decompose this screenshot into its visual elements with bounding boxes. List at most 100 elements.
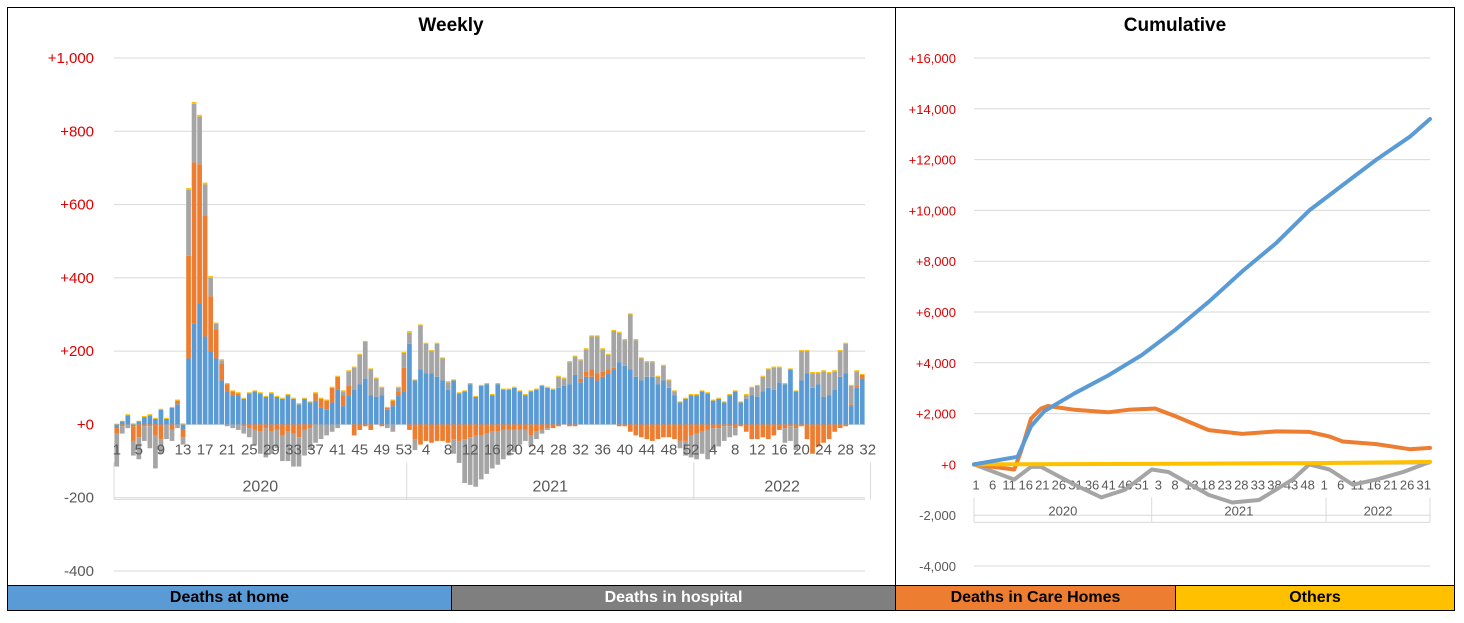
- weekly-bar-others: [346, 370, 352, 372]
- weekly-x-tick-label: 48: [661, 441, 678, 458]
- weekly-bar-care: [302, 424, 307, 430]
- weekly-bar-care: [445, 424, 451, 443]
- cumulative-y-tick-label: +16,000: [909, 51, 956, 66]
- weekly-bar-care: [622, 424, 628, 427]
- cumulative-x-tick-label: 21: [1383, 477, 1397, 492]
- weekly-bar-others: [440, 357, 445, 359]
- weekly-bar-home: [235, 395, 241, 425]
- weekly-bar-care: [556, 424, 561, 427]
- weekly-bar-hospital: [716, 428, 722, 447]
- weekly-x-tick-label: 24: [528, 441, 545, 458]
- weekly-bar-care: [799, 424, 804, 427]
- weekly-bar-hospital: [517, 429, 523, 445]
- weekly-bar-home: [246, 393, 252, 425]
- weekly-bar-hospital: [473, 435, 479, 487]
- weekly-bar-hospital: [429, 351, 434, 374]
- weekly-bar-hospital: [539, 429, 545, 434]
- weekly-bar-others: [528, 390, 534, 392]
- weekly-bar-home: [815, 384, 821, 425]
- weekly-bar-care: [683, 424, 688, 441]
- weekly-bar-hospital: [280, 435, 285, 462]
- weekly-bar-home: [418, 369, 423, 425]
- weekly-bar-home: [528, 391, 534, 425]
- weekly-bar-hospital: [837, 351, 843, 377]
- weekly-bar-home: [280, 398, 285, 425]
- weekly-bar-others: [296, 403, 302, 405]
- weekly-bar-care: [633, 424, 639, 436]
- weekly-x-tick-label: 29: [263, 441, 280, 458]
- weekly-bar-others: [832, 370, 837, 372]
- weekly-bar-others: [848, 384, 854, 386]
- weekly-bar-home: [197, 303, 202, 425]
- weekly-bar-care: [423, 424, 429, 441]
- weekly-bar-care: [346, 385, 352, 396]
- weekly-bar-home: [473, 396, 479, 425]
- weekly-bar-hospital: [340, 391, 346, 396]
- weekly-bar-care: [550, 424, 556, 429]
- weekly-x-tick-label: 36: [594, 441, 611, 458]
- weekly-bar-home: [412, 380, 418, 425]
- weekly-bar-others: [401, 351, 407, 353]
- weekly-bar-care: [760, 424, 766, 438]
- weekly-x-tick-label: 33: [285, 441, 302, 458]
- cumulative-x-tick-label: 26: [1400, 477, 1414, 492]
- weekly-bar-home: [639, 380, 644, 425]
- weekly-bar-hospital: [202, 184, 208, 216]
- weekly-x-tick-label: 28: [837, 441, 854, 458]
- weekly-bar-home: [567, 384, 572, 425]
- weekly-bar-others: [639, 357, 644, 359]
- weekly-bar-care: [362, 424, 368, 427]
- weekly-bar-home: [743, 398, 749, 425]
- weekly-bar-home: [324, 409, 329, 425]
- weekly-bar-home: [285, 395, 291, 425]
- weekly-bar-hospital: [175, 424, 180, 429]
- weekly-bar-hospital: [362, 341, 368, 379]
- weekly-bar-care: [694, 424, 699, 434]
- weekly-bar-home: [523, 395, 528, 425]
- weekly-bar-hospital: [655, 376, 661, 385]
- weekly-bar-others: [224, 383, 230, 385]
- weekly-bar-care: [594, 373, 600, 381]
- weekly-bar-care: [539, 424, 545, 430]
- weekly-bar-care: [235, 393, 241, 396]
- weekly-bar-others: [412, 379, 418, 381]
- weekly-bar-home: [335, 389, 340, 425]
- cumulative-x-tick-label: 11: [1002, 477, 1016, 492]
- weekly-bar-care: [732, 424, 738, 429]
- weekly-bar-care: [534, 424, 539, 432]
- weekly-bar-hospital: [285, 431, 291, 462]
- weekly-bar-others: [318, 397, 324, 399]
- weekly-bar-home: [147, 415, 153, 425]
- weekly-bar-home: [633, 376, 639, 425]
- cumulative-x-tick-label: 6: [1337, 477, 1344, 492]
- cumulative-x-tick-label: 28: [1234, 477, 1248, 492]
- weekly-bar-others: [307, 401, 313, 403]
- weekly-bar-others: [616, 331, 622, 333]
- weekly-bar-care: [324, 400, 329, 410]
- weekly-bar-hospital: [158, 439, 164, 454]
- weekly-bar-home: [125, 415, 131, 425]
- weekly-bar-hospital: [528, 435, 534, 447]
- weekly-bar-hospital: [307, 428, 313, 451]
- weekly-bar-care: [777, 424, 782, 430]
- weekly-bar-hospital: [291, 433, 296, 467]
- weekly-bar-care: [136, 424, 142, 438]
- weekly-bar-home: [854, 387, 860, 425]
- weekly-bar-care: [583, 371, 589, 377]
- weekly-bar-home: [462, 391, 467, 425]
- weekly-bar-hospital: [605, 354, 611, 370]
- weekly-bar-home: [848, 406, 854, 425]
- weekly-bar-others: [130, 423, 136, 425]
- weekly-bar-home: [186, 358, 191, 425]
- weekly-bar-hospital: [462, 439, 467, 484]
- weekly-bar-others: [815, 372, 821, 374]
- weekly-bar-others: [622, 339, 628, 341]
- weekly-bar-home: [600, 376, 606, 425]
- weekly-x-tick-label: 28: [550, 441, 567, 458]
- weekly-bar-hospital: [639, 358, 644, 381]
- weekly-bar-care: [600, 371, 606, 377]
- weekly-bar-home: [175, 404, 180, 425]
- weekly-bar-others: [611, 329, 617, 331]
- weekly-bar-hospital: [269, 431, 274, 454]
